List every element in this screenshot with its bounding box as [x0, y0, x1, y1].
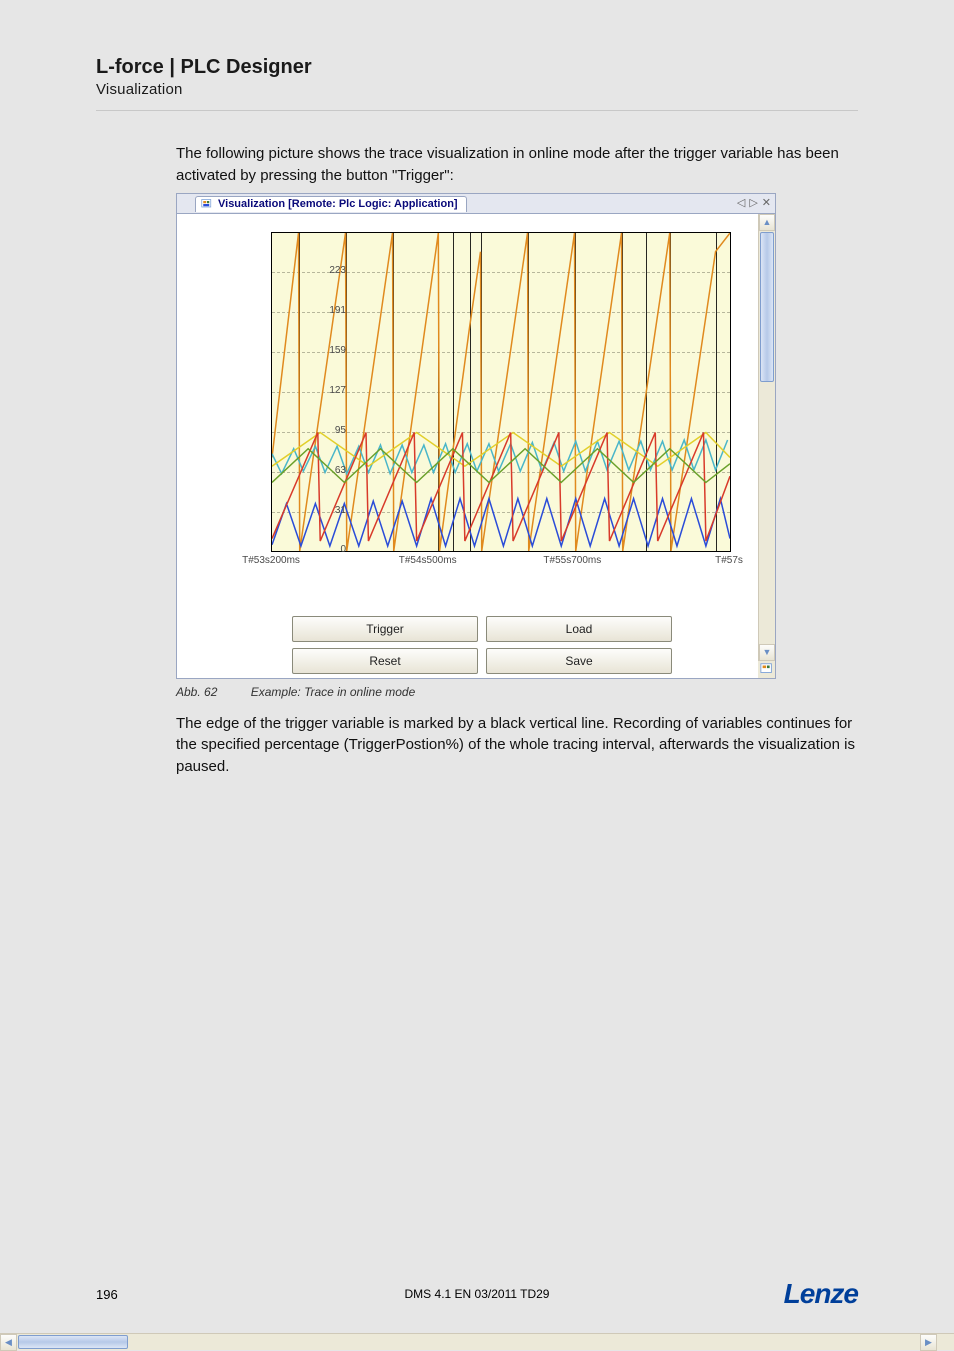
- corner-icon: [758, 661, 775, 678]
- scroll-down-icon[interactable]: ▼: [759, 644, 775, 661]
- reset-button[interactable]: Reset: [292, 648, 478, 674]
- vertical-scrollbar[interactable]: ▲ ▼: [758, 214, 775, 678]
- page-number: 196: [96, 1287, 118, 1302]
- y-tick-label: 159: [306, 345, 346, 356]
- x-tick-label: T#57s: [715, 555, 743, 566]
- figure-caption: Abb. 62 Example: Trace in online mode: [176, 685, 778, 699]
- footer: 196 DMS 4.1 EN 03/2011 TD29 Lenze: [0, 1278, 954, 1310]
- y-tick-label: 31: [306, 505, 346, 516]
- lenze-logo: Lenze: [784, 1278, 858, 1310]
- horizontal-scrollbar[interactable]: ◀ ▶: [0, 1333, 954, 1350]
- footer-meta: DMS 4.1 EN 03/2011 TD29: [405, 1287, 550, 1301]
- x-tick-label: T#55s700ms: [543, 555, 601, 566]
- tab-prev-icon[interactable]: ◁: [737, 196, 745, 209]
- y-tick-label: 191: [306, 305, 346, 316]
- y-tick-label: 63: [306, 465, 346, 476]
- scroll-left-icon[interactable]: ◀: [0, 1334, 17, 1351]
- y-tick-label: 127: [306, 385, 346, 396]
- screenshot-body: 0 31 63 95 127 159 191 223 T#53s200ms T#54s500ms…: [177, 214, 775, 678]
- scroll-right-icon[interactable]: ▶: [920, 1334, 937, 1351]
- scroll-up-icon[interactable]: ▲: [759, 214, 775, 231]
- doc-subtitle: Visualization: [96, 81, 858, 98]
- y-tick-label: 0: [306, 544, 346, 555]
- visualization-tab[interactable]: Visualization [Remote: Plc Logic: Applic…: [195, 196, 467, 212]
- load-button[interactable]: Load: [486, 616, 672, 642]
- tab-close-icon[interactable]: ✕: [762, 196, 771, 209]
- after-paragraph: The edge of the trigger variable is mark…: [176, 713, 858, 778]
- chart-zone: 0 31 63 95 127 159 191 223 T#53s200ms T#54s500ms…: [219, 222, 758, 610]
- hscroll-thumb[interactable]: [18, 1335, 128, 1349]
- tab-controls: ◁ ▷ ✕: [737, 196, 771, 209]
- y-tick-label: 223: [306, 265, 346, 276]
- visualization-icon: [200, 198, 214, 210]
- divider: [96, 110, 858, 111]
- x-tick-label: T#53s200ms: [242, 555, 300, 566]
- trigger-button[interactable]: Trigger: [292, 616, 478, 642]
- screenshot: Visualization [Remote: Plc Logic: Applic…: [176, 193, 776, 679]
- doc-title: L-force | PLC Designer: [96, 56, 858, 79]
- save-button[interactable]: Save: [486, 648, 672, 674]
- scroll-thumb[interactable]: [760, 232, 774, 382]
- caption-text: Example: Trace in online mode: [251, 685, 416, 699]
- figure: Visualization [Remote: Plc Logic: Applic…: [176, 193, 778, 699]
- tab-next-icon[interactable]: ▷: [749, 196, 757, 209]
- x-tick-label: T#54s500ms: [399, 555, 457, 566]
- intro-paragraph: The following picture shows the trace vi…: [176, 143, 858, 187]
- y-tick-label: 95: [306, 425, 346, 436]
- tab-bar: Visualization [Remote: Plc Logic: Applic…: [177, 194, 775, 214]
- tab-label: Visualization [Remote: Plc Logic: Applic…: [218, 198, 458, 210]
- caption-label: Abb. 62: [176, 685, 217, 699]
